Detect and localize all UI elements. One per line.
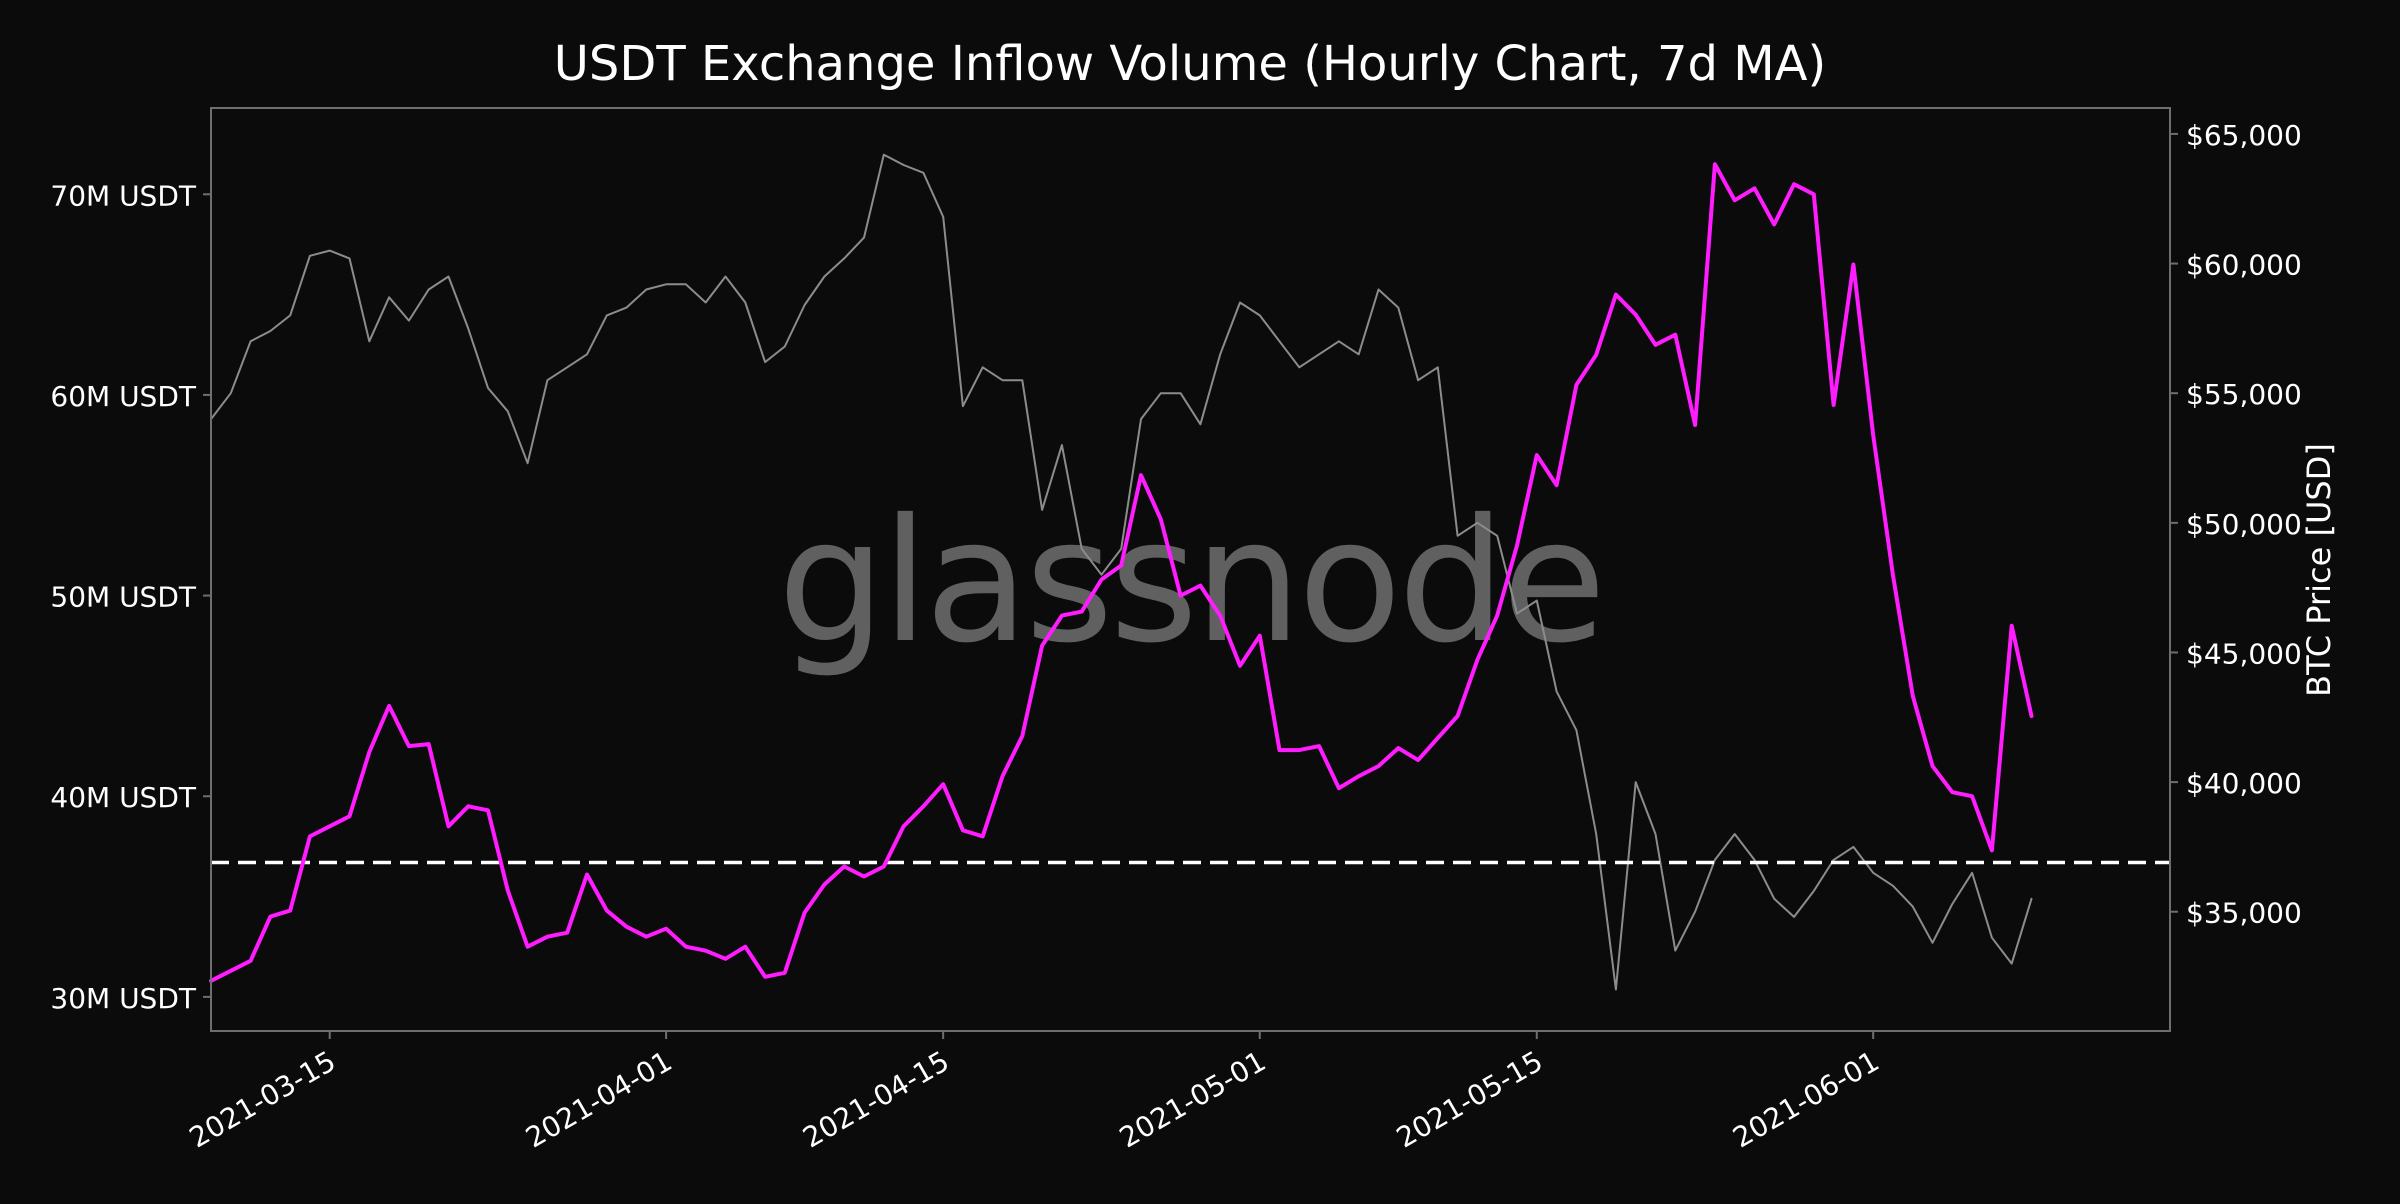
right-tick-label: $65,000 (2186, 119, 2302, 152)
right-tick-label: $60,000 (2186, 249, 2302, 282)
chart-title: USDT Exchange Inflow Volume (Hourly Char… (554, 36, 1826, 92)
right-y-axis: $35,000 $40,000 $45,000 $50,000 $55,000 $60,0… (2170, 119, 2302, 930)
btc-price-series (210, 153, 2033, 991)
left-tick-label: 50M USDT (50, 581, 197, 614)
left-y-axis: 30M USDT 40M USDT 50M USDT 60M USDT 70M USDT (50, 179, 211, 1015)
right-tick-label: $55,000 (2186, 378, 2302, 411)
right-tick-label: $40,000 (2186, 767, 2302, 800)
btc-price-line (210, 153, 2033, 991)
right-tick-label: $50,000 (2186, 508, 2302, 541)
glassnode-watermark: glassnode (778, 483, 1603, 681)
left-tick-label: 70M USDT (50, 179, 197, 212)
usdt-inflow-line (209, 162, 2034, 983)
left-tick-label: 60M USDT (50, 380, 197, 413)
right-tick-label: $35,000 (2186, 897, 2302, 930)
left-tick-label: 30M USDT (50, 982, 197, 1015)
usdt-inflow-series (209, 162, 2034, 983)
right-axis-label: BTC Price [USD] (2300, 443, 2338, 697)
plot-frame (210, 107, 2171, 1032)
left-tick-label: 40M USDT (50, 781, 197, 814)
right-tick-label: $45,000 (2186, 637, 2302, 670)
